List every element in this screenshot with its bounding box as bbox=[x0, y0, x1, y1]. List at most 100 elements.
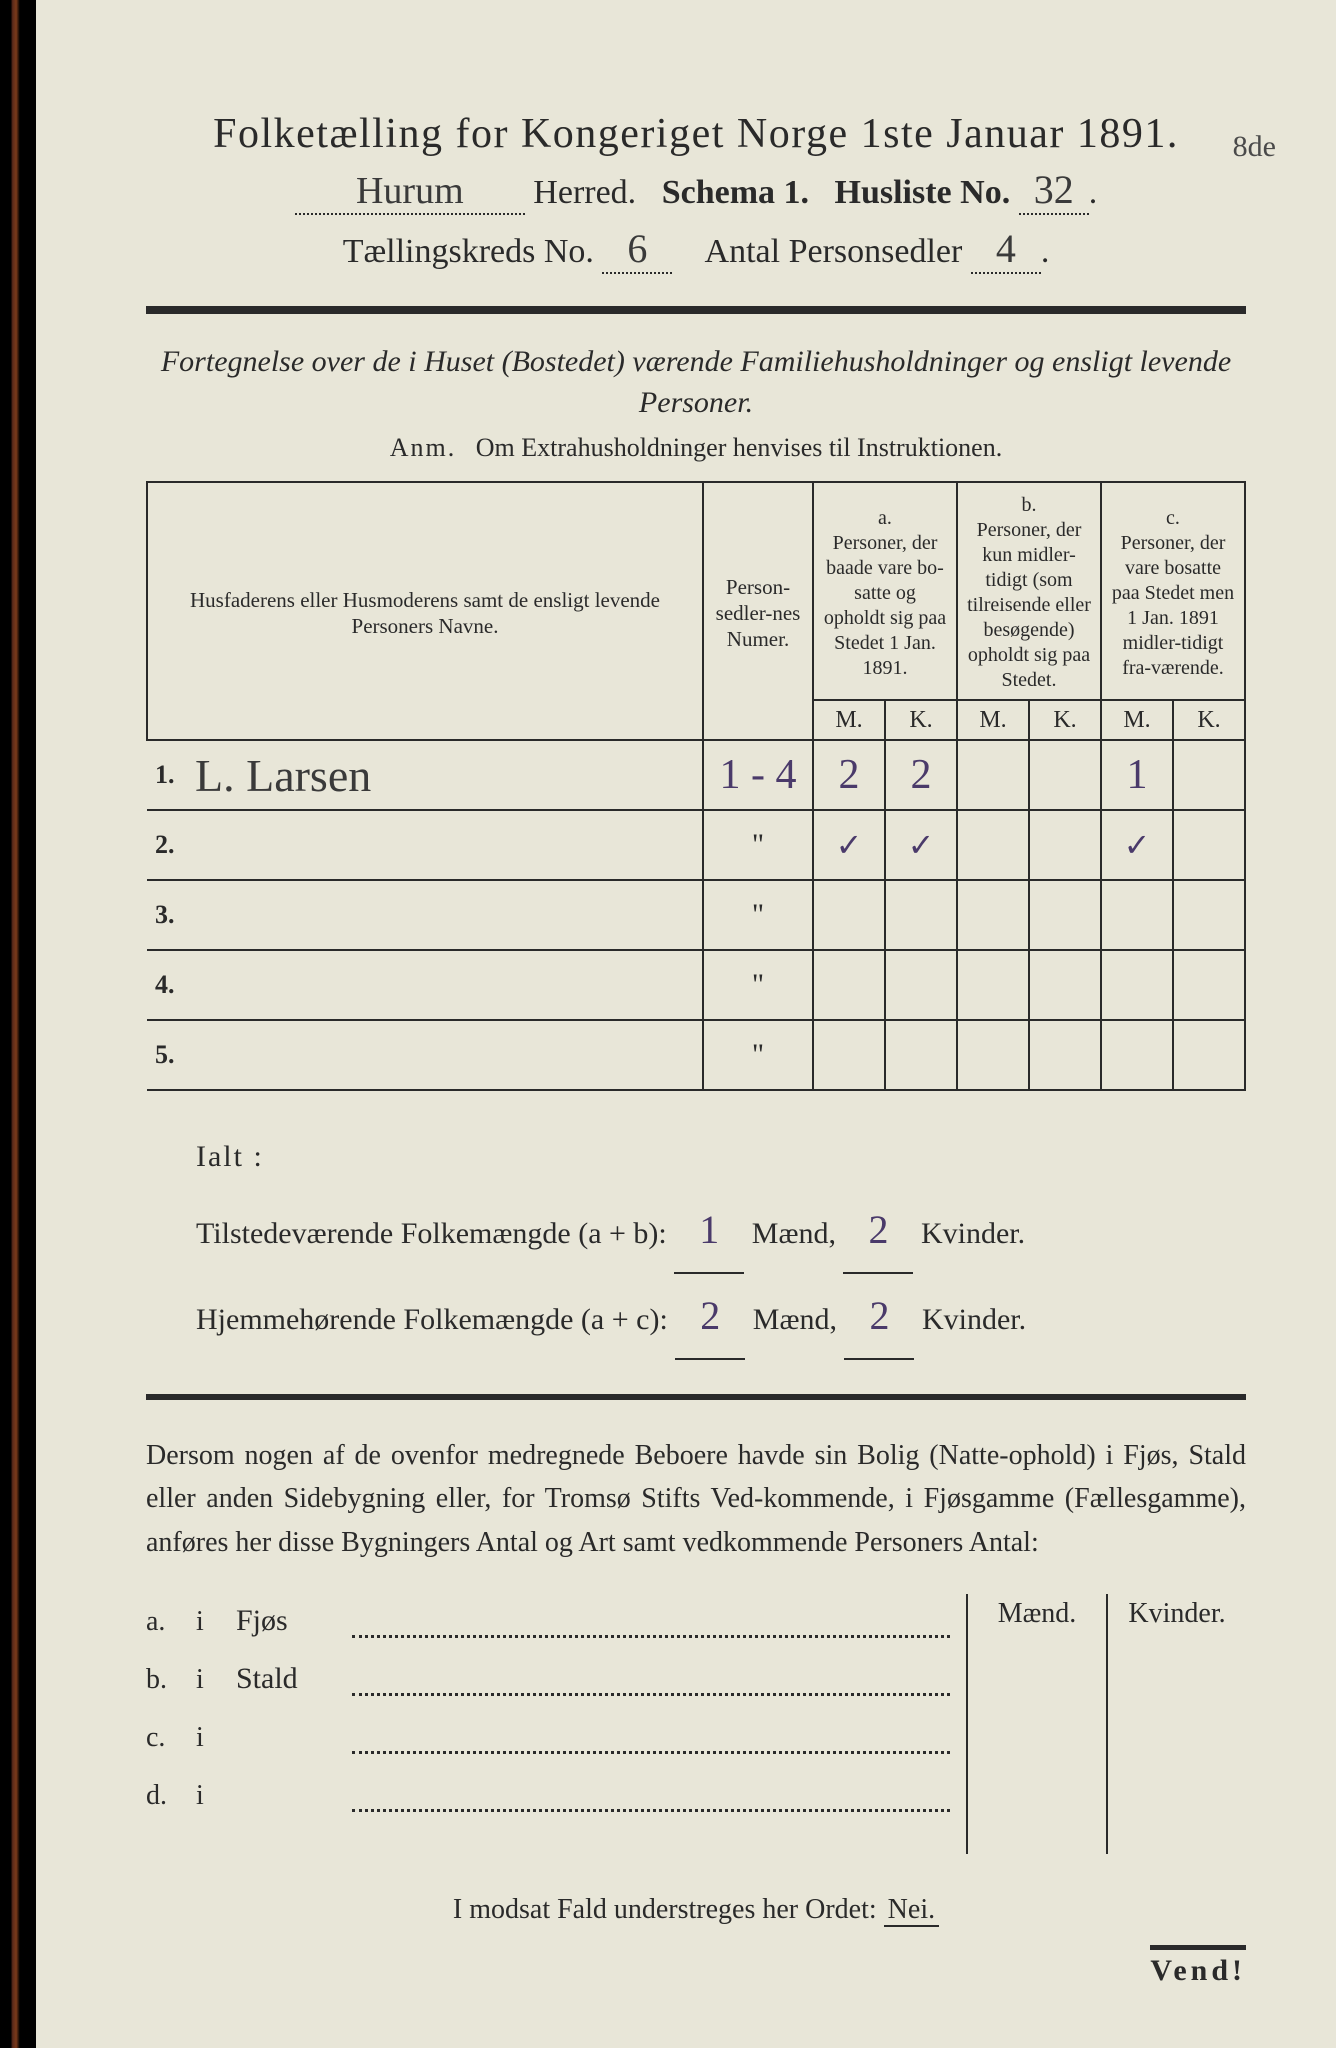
cell-a_k: ✓ bbox=[885, 810, 957, 880]
numer-cell: " bbox=[703, 880, 813, 950]
numer-value: 1 - 4 bbox=[720, 752, 797, 798]
cell-c_k bbox=[1173, 740, 1245, 810]
building-i: i bbox=[196, 1780, 236, 1812]
table-row: 5." bbox=[147, 1020, 1245, 1090]
ditto-mark: " bbox=[752, 828, 764, 861]
cell-b_k bbox=[1029, 740, 1101, 810]
cell-b_k bbox=[1029, 810, 1101, 880]
hjemme-k-field: 2 bbox=[844, 1274, 914, 1360]
kreds-label: Tællingskreds No. bbox=[343, 233, 594, 270]
table-row: 4. " bbox=[147, 950, 1245, 1020]
tilstede-m: 1 bbox=[699, 1207, 719, 1252]
cell-a_m: ✓ bbox=[813, 810, 885, 880]
cell-c_m bbox=[1101, 950, 1173, 1020]
hjemme-label: Hjemmehørende Folkemængde (a + c): bbox=[196, 1303, 668, 1336]
cell-a_m bbox=[813, 950, 885, 1020]
ialt-block: Ialt : Tilstedeværende Folkemængde (a + … bbox=[196, 1125, 1246, 1360]
col-group-c: c. Personer, der vare bosatte paa Stedet… bbox=[1101, 482, 1245, 700]
dotted-fill bbox=[352, 1804, 950, 1812]
name-cell bbox=[187, 810, 703, 880]
cell-value: 2 bbox=[839, 752, 860, 798]
col-group-b: b. Personer, der kun midler-tidigt (som … bbox=[957, 482, 1101, 700]
name-cell bbox=[187, 880, 703, 950]
ditto-mark: " bbox=[752, 898, 764, 931]
building-i: i bbox=[196, 1664, 236, 1696]
building-word: Stald bbox=[236, 1662, 346, 1696]
cell-c_k bbox=[1173, 950, 1245, 1020]
intro-text: Fortegnelse over de i Huset (Bostedet) v… bbox=[146, 342, 1246, 423]
name-cell bbox=[187, 950, 703, 1020]
ialt-label: Ialt : bbox=[196, 1125, 1246, 1188]
buildings-list: a.iFjøsb.iStaldc.id.i bbox=[146, 1594, 966, 1854]
anm-line: Anm. Om Extrahusholdninger henvises til … bbox=[146, 433, 1246, 463]
building-row: c.i bbox=[146, 1710, 956, 1754]
cell-b_k bbox=[1029, 880, 1101, 950]
building-row: a.iFjøs bbox=[146, 1594, 956, 1638]
census-form-page: 8de Folketælling for Kongeriget Norge 1s… bbox=[36, 0, 1336, 2048]
col-group-a: a. Personer, der baade vare bo-satte og … bbox=[813, 482, 957, 700]
cell-b_m bbox=[957, 950, 1029, 1020]
row-number: 1. bbox=[147, 740, 187, 810]
buildings-cols: Mænd. Kvinder. bbox=[966, 1594, 1246, 1854]
dotted-fill bbox=[352, 1688, 950, 1696]
numer-cell: 1 - 4 bbox=[703, 740, 813, 810]
building-i: i bbox=[196, 1606, 236, 1638]
herred-label: Herred. bbox=[533, 174, 636, 211]
cell-b_k bbox=[1029, 950, 1101, 1020]
page-title: Folketælling for Kongeriget Norge 1ste J… bbox=[146, 110, 1246, 158]
ditto-mark: " bbox=[752, 968, 764, 1001]
husliste-value: 32 bbox=[1034, 167, 1074, 212]
cell-c_m bbox=[1101, 1020, 1173, 1090]
cell-value: 2 bbox=[911, 752, 932, 798]
cell-a_k bbox=[885, 1020, 957, 1090]
tilstede-k: 2 bbox=[868, 1207, 888, 1252]
corner-annotation: 8de bbox=[1233, 130, 1276, 164]
cell-a_m bbox=[813, 880, 885, 950]
herred-line: Hurum Herred. Schema 1. Husliste No. 32. bbox=[146, 166, 1246, 215]
anm-label: Anm. bbox=[390, 433, 457, 462]
antal-label: Antal Personsedler bbox=[705, 233, 963, 270]
antal-field: 4 bbox=[971, 225, 1041, 274]
building-tag: a. bbox=[146, 1606, 196, 1638]
tilstede-label: Tilstedeværende Folkemængde (a + b): bbox=[196, 1217, 667, 1250]
heavy-rule-2 bbox=[146, 1394, 1246, 1400]
numer-cell: " bbox=[703, 1020, 813, 1090]
cell-value: ✓ bbox=[1124, 827, 1151, 863]
numer-cell: " bbox=[703, 950, 813, 1020]
cell-c_m bbox=[1101, 880, 1173, 950]
col-names-header: Husfaderens eller Husmoderens samt de en… bbox=[147, 482, 703, 740]
husliste-field: 32 bbox=[1019, 166, 1089, 215]
schema-label: Schema 1. bbox=[662, 174, 809, 211]
modsat-line: I modsat Fald understreges her Ordet: Ne… bbox=[146, 1894, 1246, 1926]
instructions-paragraph: Dersom nogen af de ovenfor medregnede Be… bbox=[146, 1434, 1246, 1564]
building-i: i bbox=[196, 1722, 236, 1754]
kreds-field: 6 bbox=[602, 225, 672, 274]
col-c-k: K. bbox=[1173, 700, 1245, 740]
group-a-text: Personer, der baade vare bo-satte og oph… bbox=[822, 531, 948, 681]
cell-value: 1 bbox=[1127, 752, 1148, 798]
building-row: b.iStald bbox=[146, 1652, 956, 1696]
cell-c_k bbox=[1173, 1020, 1245, 1090]
row-number: 3. bbox=[147, 880, 187, 950]
row-number: 4. bbox=[147, 950, 187, 1020]
kreds-line: Tællingskreds No. 6 Antal Personsedler 4… bbox=[146, 225, 1246, 274]
table-row: 3. " bbox=[147, 880, 1245, 950]
bt-col-maend: Mænd. bbox=[966, 1594, 1106, 1854]
group-b-tag: b. bbox=[966, 493, 1092, 518]
cell-c_k bbox=[1173, 880, 1245, 950]
scan-left-edge bbox=[0, 0, 36, 2048]
name-cell bbox=[187, 1020, 703, 1090]
ditto-mark: " bbox=[752, 1038, 764, 1071]
table-row: 1.L. Larsen1 - 4221 bbox=[147, 740, 1245, 810]
maend-label-1: Mænd, bbox=[752, 1217, 836, 1250]
anm-text: Om Extrahusholdninger henvises til Instr… bbox=[476, 433, 1002, 462]
heavy-rule-1 bbox=[146, 306, 1246, 314]
kvinder-label-1: Kvinder. bbox=[921, 1217, 1025, 1250]
buildings-table: a.iFjøsb.iStaldc.id.i Mænd. Kvinder. bbox=[146, 1594, 1246, 1854]
tilstede-line: Tilstedeværende Folkemængde (a + b): 1 M… bbox=[196, 1188, 1246, 1274]
building-tag: b. bbox=[146, 1664, 196, 1696]
cell-c_k bbox=[1173, 810, 1245, 880]
cell-a_m bbox=[813, 1020, 885, 1090]
herred-field: Hurum bbox=[295, 169, 525, 215]
tilstede-m-field: 1 bbox=[674, 1188, 744, 1274]
